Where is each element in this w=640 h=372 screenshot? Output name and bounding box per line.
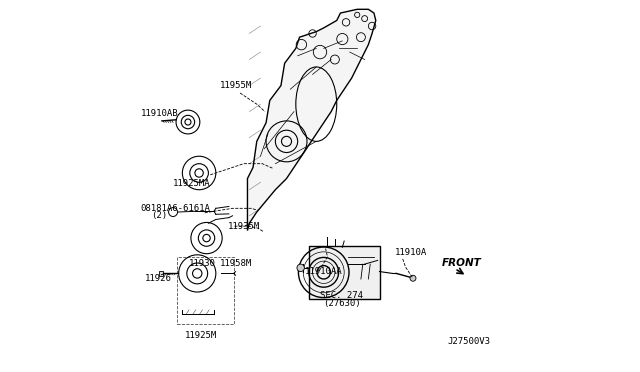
Text: 11910AA: 11910AA [305, 267, 343, 276]
Text: (2): (2) [151, 211, 167, 219]
Circle shape [297, 264, 305, 272]
Bar [309, 246, 380, 299]
Text: 11930: 11930 [189, 259, 216, 268]
Text: 11955M: 11955M [220, 81, 253, 90]
Text: 11910A: 11910A [394, 248, 427, 257]
Text: FRONT: FRONT [442, 259, 482, 268]
Text: 08181A6-6161A: 08181A6-6161A [141, 204, 211, 213]
Text: 11910AB: 11910AB [141, 109, 179, 118]
Text: (27630): (27630) [323, 299, 360, 308]
Text: SEC. 274: SEC. 274 [320, 291, 363, 300]
Text: J27500V3: J27500V3 [447, 337, 490, 346]
Text: 11926: 11926 [145, 274, 172, 283]
Text: 11925MA: 11925MA [173, 179, 211, 187]
Text: 11935M: 11935M [228, 222, 260, 231]
Bar [159, 271, 163, 276]
Circle shape [410, 275, 416, 281]
Polygon shape [248, 9, 376, 231]
Text: 11958M: 11958M [220, 259, 252, 268]
Text: 11925M: 11925M [186, 331, 218, 340]
